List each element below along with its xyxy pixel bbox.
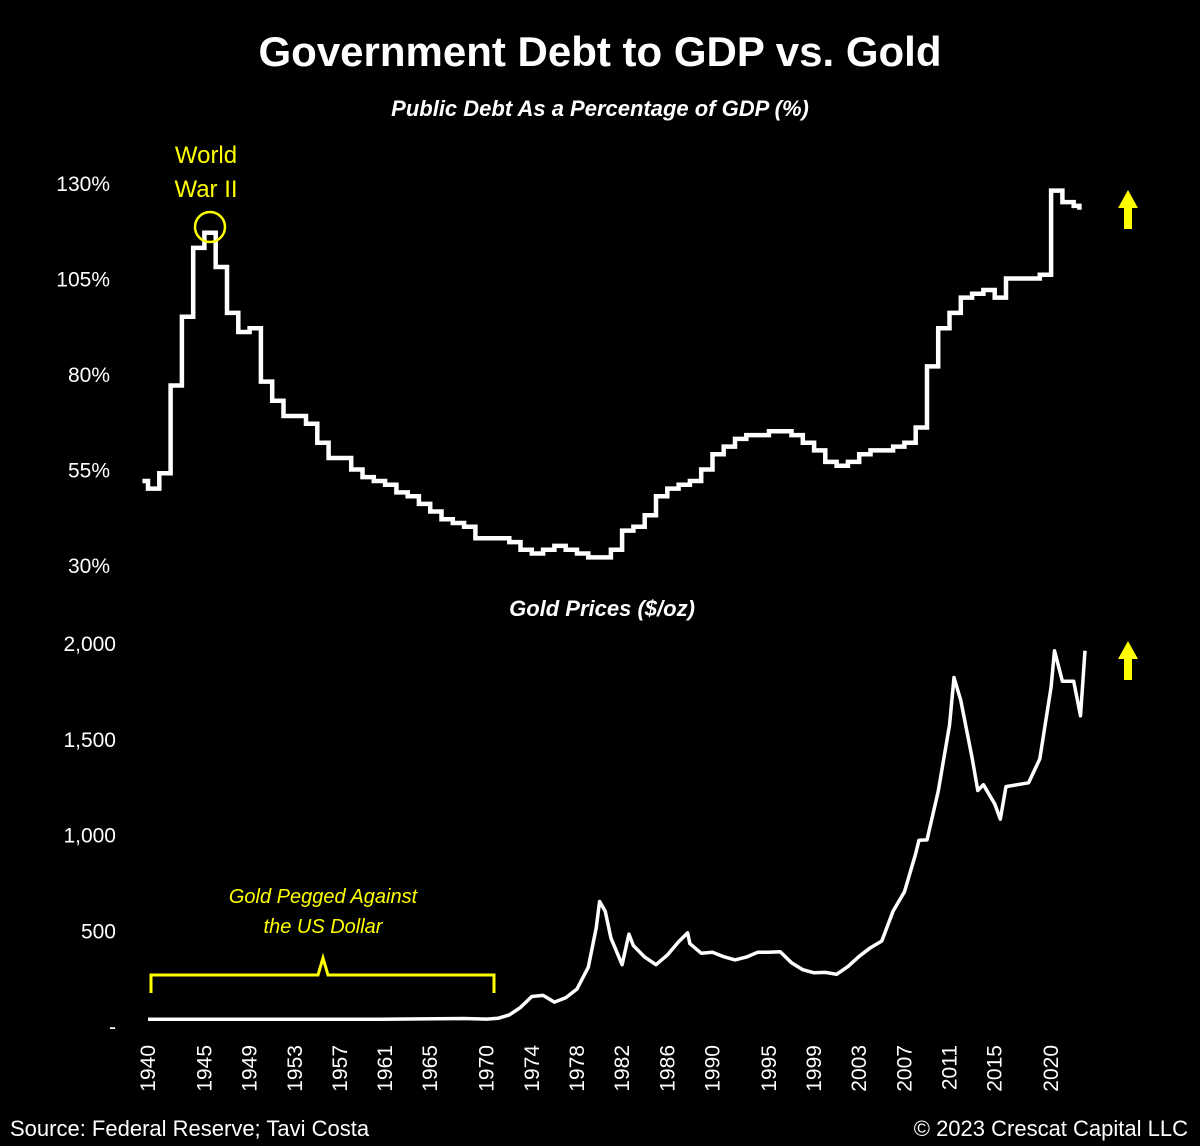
- gold-y-tick-label: 1,500: [63, 729, 116, 752]
- debt-up-arrow-icon: [1118, 190, 1138, 229]
- gold-y-tick-label: -: [109, 1016, 116, 1039]
- x-tick-label: 1949: [239, 1045, 262, 1092]
- x-tick-label: 1965: [419, 1045, 442, 1092]
- gold-up-arrow-icon: [1118, 641, 1138, 680]
- x-tick-label: 1961: [374, 1045, 397, 1092]
- x-tick-label: 1940: [137, 1045, 160, 1092]
- ww2-label-line-1: World: [175, 142, 237, 169]
- gold-peg-brace: [149, 952, 496, 993]
- x-tick-label: 1986: [656, 1045, 679, 1092]
- debt-y-tick-label: 105%: [56, 269, 110, 292]
- x-tick-label: 2003: [848, 1045, 871, 1092]
- gold-peg-label-line-1: Gold Pegged Against: [229, 886, 419, 908]
- x-axis: 1940 1945 1949 1953 1957 1961 1965 1970 1974 1978…: [137, 1045, 1063, 1092]
- debt-y-tick-label: 80%: [68, 364, 110, 387]
- gold-y-tick-label: 500: [81, 920, 116, 943]
- ww2-highlight-circle: [193, 210, 227, 244]
- debt-y-tick-label: 55%: [68, 460, 110, 483]
- x-tick-label: 1978: [566, 1045, 589, 1092]
- source-footnote: Source: Federal Reserve; Tavi Costa: [10, 1116, 370, 1141]
- gold-peg-annotation: Gold Pegged Against the US Dollar: [149, 886, 496, 993]
- x-tick-label: 2020: [1040, 1045, 1063, 1092]
- debt-y-axis: 30% 55% 80% 105% 130%: [56, 173, 110, 578]
- gold-y-tick-label: 1,000: [63, 825, 116, 848]
- x-tick-label: 1982: [611, 1045, 634, 1092]
- debt-subtitle: Public Debt As a Percentage of GDP (%): [391, 96, 809, 121]
- gold-subtitle: Gold Prices ($/oz): [509, 596, 695, 621]
- x-tick-label: 1999: [803, 1045, 826, 1092]
- x-tick-label: 2011: [939, 1045, 962, 1090]
- chart-title: Government Debt to GDP vs. Gold: [259, 28, 942, 75]
- ww2-label-line-2: War II: [174, 176, 237, 203]
- x-tick-label: 1995: [758, 1045, 781, 1092]
- x-tick-label: 1957: [329, 1045, 352, 1092]
- gold-y-tick-label: 2,000: [63, 633, 116, 656]
- debt-y-tick-label: 30%: [68, 555, 110, 578]
- x-tick-label: 1945: [193, 1045, 216, 1092]
- x-tick-label: 2007: [893, 1045, 916, 1092]
- x-tick-label: 1953: [284, 1045, 307, 1092]
- ww2-annotation: World War II: [174, 142, 238, 244]
- x-tick-label: 2015: [984, 1045, 1007, 1092]
- debt-series-line: [142, 188, 1082, 560]
- debt-y-tick-label: 130%: [56, 173, 110, 196]
- x-tick-label: 1974: [521, 1045, 544, 1092]
- copyright-notice: © 2023 Crescat Capital LLC: [914, 1116, 1188, 1141]
- gold-y-axis: - 500 1,000 1,500 2,000: [63, 633, 116, 1039]
- x-tick-label: 1990: [702, 1045, 725, 1092]
- x-tick-label: 1970: [476, 1045, 499, 1092]
- gold-series-line: [148, 648, 1087, 1022]
- gold-peg-label-line-2: the US Dollar: [264, 916, 384, 938]
